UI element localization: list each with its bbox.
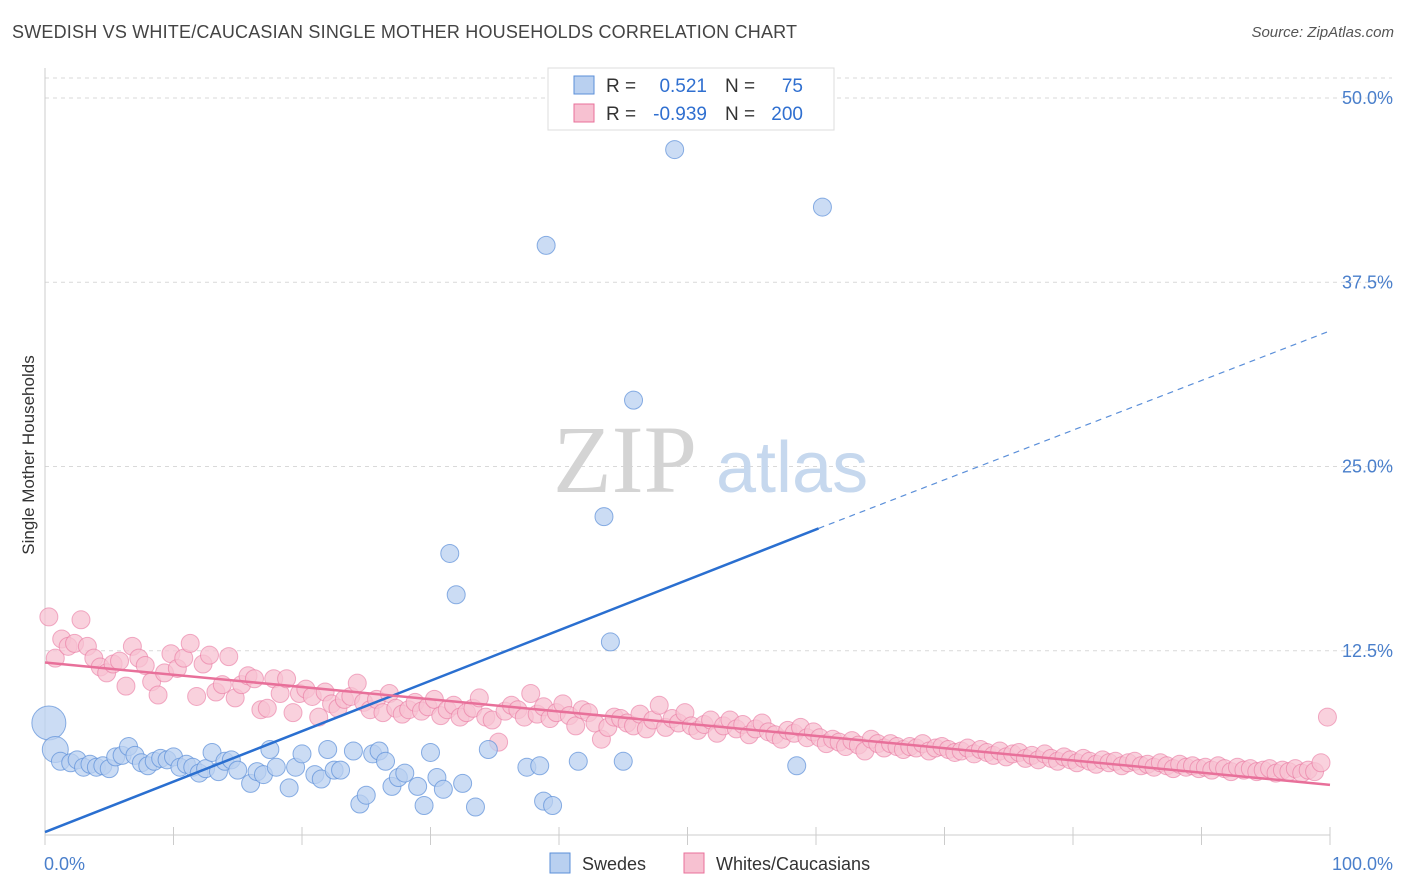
point-swedes-58 <box>446 585 466 605</box>
bottom-legend-swatch-whites <box>683 852 705 874</box>
source-credit: Source: ZipAtlas.com <box>1251 24 1394 41</box>
point-whites-48 <box>347 673 367 693</box>
point-swedes-51 <box>395 763 415 783</box>
point-swedes-56 <box>433 779 453 799</box>
legend: R = 0.521 N = 75 R = -0.939 N = 200 <box>547 67 835 131</box>
point-whites-0 <box>39 607 59 627</box>
point-whites-5 <box>71 610 91 630</box>
watermark-atlas: atlas <box>716 428 868 508</box>
point-swedes-42 <box>331 760 351 780</box>
point-swedes-71 <box>624 390 644 410</box>
point-swedes-63 <box>530 756 550 776</box>
point-swedes-65 <box>536 235 556 255</box>
legend-swatch-swedes <box>573 75 595 95</box>
point-swedes-61 <box>478 740 498 760</box>
watermark-zip: ZIP <box>553 406 697 513</box>
point-swedes-34 <box>266 757 286 777</box>
point-whites-15 <box>135 655 155 675</box>
point-swedes-54 <box>421 742 440 762</box>
point-swedes-70 <box>613 751 633 771</box>
bottom-legend-label-swedes: Swedes <box>582 854 646 874</box>
point-swedes-48 <box>376 751 396 771</box>
y-tick-label-0: 12.5% <box>1342 641 1393 661</box>
legend-r-value-2: -0.939 <box>653 104 707 125</box>
point-whites-17 <box>148 685 168 705</box>
y-tick-label-3: 50.0% <box>1342 88 1393 108</box>
series-swedes-points <box>31 140 832 817</box>
bottom-legend-swatch-swedes <box>549 852 571 874</box>
watermark: ZIP atlas <box>553 406 868 513</box>
point-swedes-37 <box>292 744 312 764</box>
point-swedes-35 <box>279 778 299 798</box>
point-swedes-43 <box>343 741 363 761</box>
point-swedes-40 <box>318 740 338 760</box>
point-swedes-69 <box>600 632 620 652</box>
grid <box>45 77 1392 652</box>
y-axis-title: Single Mother Households <box>19 355 38 554</box>
point-whites-23 <box>187 686 207 706</box>
point-whites-12 <box>116 676 136 696</box>
point-swedes-59 <box>453 773 473 793</box>
point-swedes-66 <box>543 796 563 816</box>
legend-r-label-2: R = <box>606 104 636 125</box>
point-whites-22 <box>180 633 200 653</box>
point-swedes-67 <box>568 751 588 771</box>
point-swedes-74 <box>812 197 832 217</box>
point-swedes-0 <box>31 705 67 741</box>
legend-n-value-1: 75 <box>782 76 803 97</box>
point-whites-38 <box>283 703 303 723</box>
point-swedes-45 <box>356 785 376 805</box>
point-swedes-73 <box>787 756 807 776</box>
x-tick-labels: 0.0% 100.0% <box>44 854 1393 874</box>
x-tick-label-0: 0.0% <box>44 854 85 874</box>
point-whites-75 <box>521 683 541 703</box>
y-tick-label-2: 37.5% <box>1342 272 1393 292</box>
series-whites-points <box>39 607 1337 783</box>
point-swedes-53 <box>414 796 434 816</box>
point-whites-199 <box>1317 707 1337 727</box>
point-whites-82 <box>566 716 586 736</box>
point-whites-28 <box>219 647 239 667</box>
point-whites-34 <box>257 698 277 718</box>
point-swedes-29 <box>228 760 248 780</box>
trendline-whites <box>44 661 1331 787</box>
trendlines <box>44 330 1331 834</box>
legend-r-label-1: R = <box>606 76 636 97</box>
point-swedes-60 <box>465 797 485 817</box>
point-whites-198 <box>1311 753 1331 773</box>
point-whites-32 <box>244 669 264 689</box>
point-swedes-57 <box>440 543 460 563</box>
point-whites-37 <box>277 669 297 689</box>
legend-box <box>547 67 835 131</box>
legend-swatch-whites <box>573 103 595 123</box>
point-swedes-68 <box>594 507 614 527</box>
bottom-legend: Swedes Whites/Caucasians <box>549 852 870 874</box>
point-whites-95 <box>649 695 669 715</box>
legend-n-label-1: N = <box>725 76 755 97</box>
point-swedes-52 <box>408 776 428 796</box>
chart-title: SWEDISH VS WHITE/CAUCASIAN SINGLE MOTHER… <box>12 22 798 42</box>
y-tick-label-1: 25.0% <box>1342 457 1393 477</box>
legend-n-label-2: N = <box>725 104 755 125</box>
legend-n-value-2: 200 <box>771 104 803 125</box>
point-whites-25 <box>199 645 219 665</box>
bottom-legend-label-whites: Whites/Caucasians <box>716 854 870 874</box>
legend-r-value-1: 0.521 <box>659 76 707 97</box>
trendline-swedes <box>44 527 820 834</box>
point-swedes-72 <box>665 140 685 160</box>
trendline-swedes-extension <box>818 330 1331 529</box>
y-tick-labels: 12.5% 25.0% 37.5% 50.0% <box>1342 88 1393 661</box>
x-tick-label-1: 100.0% <box>1332 854 1393 874</box>
point-whites-11 <box>110 651 130 671</box>
